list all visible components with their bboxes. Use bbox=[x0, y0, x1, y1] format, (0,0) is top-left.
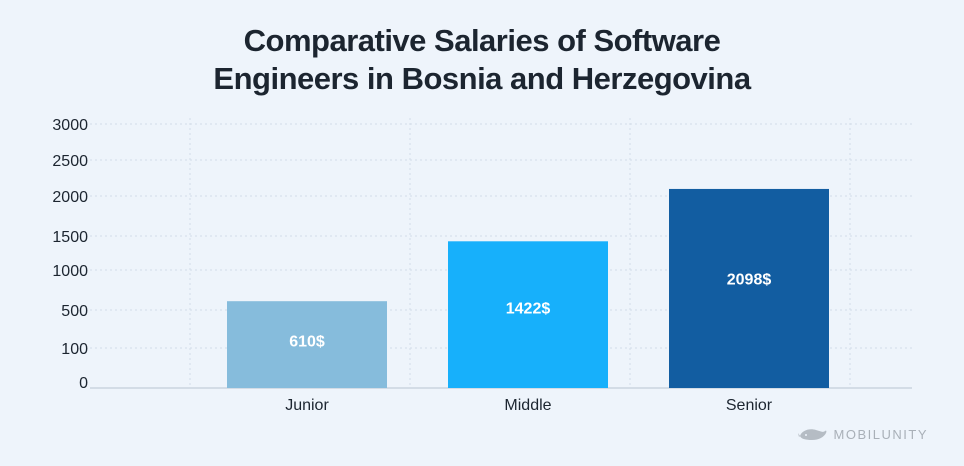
y-tick-label: 0 bbox=[79, 375, 88, 392]
chart-title-line-1: Comparative Salaries of Software bbox=[243, 23, 721, 58]
brand-watermark: MOBILUNITY bbox=[797, 425, 928, 443]
brand-name: MOBILUNITY bbox=[833, 426, 928, 442]
chart-title: Comparative Salaries of Software Enginee… bbox=[0, 22, 964, 98]
whale-logo-icon bbox=[797, 429, 826, 440]
bar-middle bbox=[448, 241, 608, 388]
y-tick-label: 3000 bbox=[52, 117, 88, 134]
x-tick-label-junior: Junior bbox=[285, 397, 329, 414]
data-label-senior: 2098$ bbox=[727, 272, 772, 289]
y-tick-label: 100 bbox=[61, 341, 88, 358]
labels: 0 100 500 1000 1500 2000 2500 3000 610$ Junior 142… bbox=[52, 117, 772, 414]
bar-junior bbox=[227, 301, 387, 388]
y-tick-label: 500 bbox=[61, 303, 88, 320]
data-label-junior: 610$ bbox=[289, 333, 325, 350]
bar-senior bbox=[669, 188, 829, 388]
y-tick-label: 1000 bbox=[52, 263, 88, 280]
chart-title-line-2: Engineers in Bosnia and Herzegovina bbox=[213, 61, 751, 96]
x-tick-label-middle: Middle bbox=[504, 397, 551, 414]
data-label-middle: 1422$ bbox=[506, 300, 551, 317]
y-tick-label: 2500 bbox=[52, 153, 88, 170]
y-tick-label: 2000 bbox=[52, 189, 88, 206]
x-tick-label-senior: Senior bbox=[726, 397, 773, 414]
y-tick-label: 1500 bbox=[52, 229, 88, 246]
bars bbox=[227, 188, 829, 388]
